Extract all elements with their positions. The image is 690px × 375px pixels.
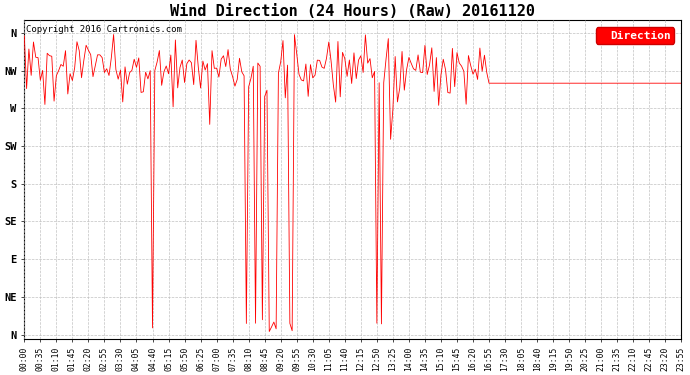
- Legend: Direction: Direction: [595, 27, 674, 44]
- Title: Wind Direction (24 Hours) (Raw) 20161120: Wind Direction (24 Hours) (Raw) 20161120: [170, 4, 535, 19]
- Text: Copyright 2016 Cartronics.com: Copyright 2016 Cartronics.com: [26, 25, 181, 34]
